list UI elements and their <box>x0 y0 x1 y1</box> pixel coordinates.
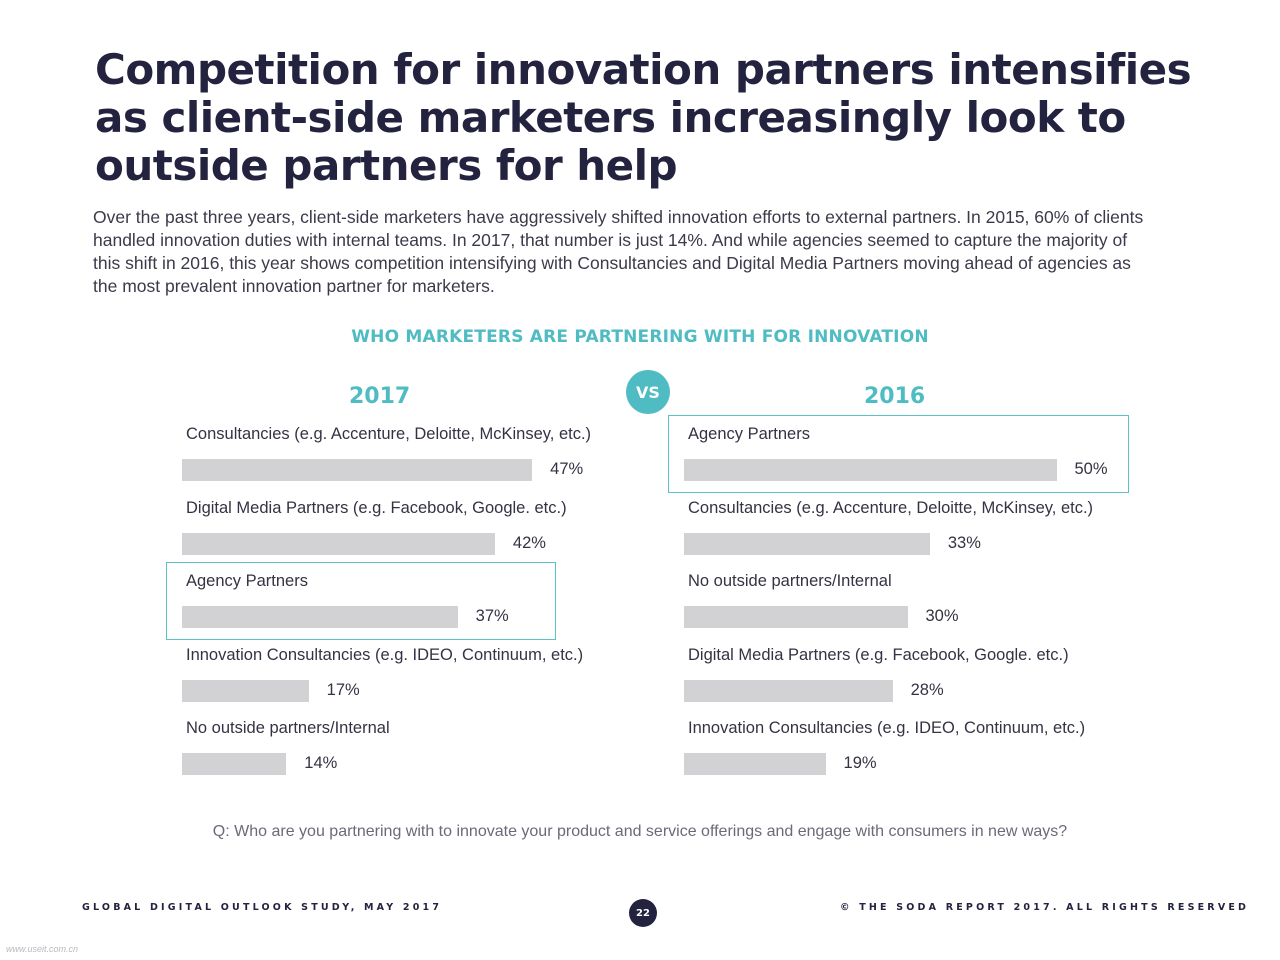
intro-line: Over the past three years, client-side m… <box>93 207 1144 227</box>
headline-line: Competition for innovation partners inte… <box>95 45 1192 94</box>
vs-badge: VS <box>626 370 670 414</box>
bar-category-label: Innovation Consultancies (e.g. IDEO, Con… <box>186 645 584 664</box>
headline-line: outside partners for help <box>95 141 678 190</box>
bar-category-label: Consultancies (e.g. Accenture, Deloitte,… <box>688 498 1094 517</box>
intro-line: handled innovation duties with internal … <box>93 230 1128 250</box>
bar <box>684 753 826 775</box>
bar-category-label: Innovation Consultancies (e.g. IDEO, Con… <box>688 719 1086 737</box>
headline-line: as client-side marketers increasingly lo… <box>95 93 1126 142</box>
bar-category-label: No outside partners/Internal <box>688 572 892 590</box>
chart-title: WHO MARKETERS ARE PARTNERING WITH FOR IN… <box>351 327 929 347</box>
bar <box>182 753 287 775</box>
bar-category-label: Digital Media Partners (e.g. Facebook, G… <box>688 645 1069 664</box>
bar-category-label: Agency Partners <box>688 425 810 443</box>
bar <box>684 459 1057 481</box>
bar <box>684 532 930 555</box>
intro-line: the most prevalent innovation partner fo… <box>93 276 495 296</box>
bar <box>182 532 495 555</box>
bar-value-label: 19% <box>843 754 877 772</box>
chart-2016: Agency Partners 50% Consultancies (e.g. Ac… <box>668 415 1129 805</box>
bar-row: No outside partners/Internal 14% <box>182 719 602 793</box>
bar-value-label: 28% <box>910 680 944 699</box>
bar-row: Digital Media Partners (e.g. Facebook, G… <box>182 499 602 573</box>
bar <box>182 679 309 702</box>
bar-value-label: 33% <box>947 533 981 552</box>
intro-line: this shift in 2016, this year shows comp… <box>93 253 1131 273</box>
footer-copyright: © THE SODA REPORT 2017. ALL RIGHTS RESER… <box>840 902 1250 913</box>
highlight-box <box>668 415 1129 493</box>
bar-value-label: 42% <box>512 533 546 552</box>
bar-row: Consultancies (e.g. Accenture, Deloitte,… <box>182 425 602 499</box>
bar-category-label: Agency Partners <box>186 572 308 590</box>
bar-value-label: 47% <box>550 460 584 478</box>
bar-row: Digital Media Partners (e.g. Facebook, G… <box>684 646 1104 720</box>
survey-question: Q: Who are you partnering with to innova… <box>212 823 1068 840</box>
intro-paragraph: Over the past three years, client-side m… <box>93 206 1203 298</box>
bar-category-label: Consultancies (e.g. Accenture, Deloitte,… <box>186 425 592 443</box>
bar <box>684 606 908 628</box>
page-number: 22 <box>629 899 657 927</box>
bar <box>684 679 893 702</box>
bar-row: Innovation Consultancies (e.g. IDEO, Con… <box>684 719 1104 793</box>
bar-value-label: 50% <box>1074 460 1108 478</box>
bar-value-label: 30% <box>925 607 959 625</box>
bar-row: Agency Partners 50% <box>684 425 1108 499</box>
watermark: www.useit.com.cn <box>6 944 79 954</box>
bar-row: Consultancies (e.g. Accenture, Deloitte,… <box>684 499 1104 573</box>
highlight-box <box>166 562 556 640</box>
bar-row: Agency Partners 37% <box>182 572 602 646</box>
chart-2017: Consultancies (e.g. Accenture, Deloitte,… <box>166 425 602 805</box>
bar <box>182 459 533 481</box>
bar-category-label: No outside partners/Internal <box>186 719 390 737</box>
year-label-2016: 2016 <box>864 384 926 409</box>
bar-row: Innovation Consultancies (e.g. IDEO, Con… <box>182 646 602 720</box>
bar-value-label: 17% <box>326 680 360 699</box>
year-label-2017: 2017 <box>349 384 411 409</box>
headline: Competition for innovation partners inte… <box>95 46 1215 190</box>
bar-row: No outside partners/Internal 30% <box>684 572 1104 646</box>
bar-value-label: 14% <box>304 754 338 772</box>
bar <box>182 606 458 628</box>
footer-study-name: GLOBAL DIGITAL OUTLOOK STUDY, MAY 2017 <box>82 902 443 913</box>
bar-category-label: Digital Media Partners (e.g. Facebook, G… <box>186 498 567 517</box>
bar-value-label: 37% <box>475 607 509 625</box>
